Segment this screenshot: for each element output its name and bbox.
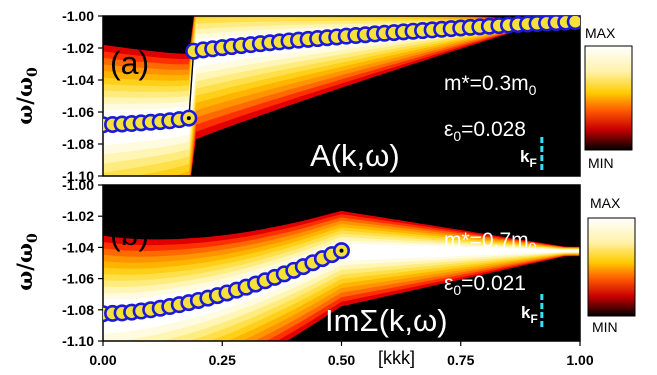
x-tick-label: 0.25 (209, 352, 236, 368)
panel-b-xlabel: [kkk] (378, 348, 415, 368)
x-tick-label: 0.00 (89, 352, 116, 368)
panel-b-x-ticks: 0.00 0.25 0.50 0.75 1.00 (89, 341, 594, 368)
data-point-center (339, 248, 344, 253)
panel-a-eps-sub: 0 (453, 128, 461, 144)
panel-a-mass-sub: 0 (529, 82, 537, 98)
panel-b-label: (b) (110, 216, 149, 252)
data-point-center (186, 116, 191, 121)
panel-a-colorbar-min: MIN (588, 155, 614, 171)
panel-a-eps-label: ε0=0.028 (444, 118, 526, 144)
panel-b: -1.00-1.02-1.04-1.06-1.08-1.10 0.00 0.25 0… (12, 177, 636, 368)
panel-a-mass-main: m*=0.3m (444, 72, 529, 95)
panel-b-kf-main: k (521, 303, 531, 322)
panel-b-title: ImΣ(k,ω) (325, 303, 448, 338)
panel-b-markers (103, 242, 350, 323)
y-tick-label: -1.00 (62, 177, 94, 193)
y-tick-label: -1.10 (62, 168, 94, 184)
panel-b-y-ticks: -1.00 -1.02 -1.04 -1.06 -1.08 -1.10 (62, 177, 103, 349)
heatmap-contour-10 (103, 243, 580, 334)
panel-b-eps-value: =0.021 (461, 272, 526, 295)
y-tick-label: -1.06 (62, 104, 94, 120)
x-tick-label: 0.50 (328, 352, 355, 368)
panel-a-eps-value: =0.028 (461, 118, 526, 141)
y-tick-label: -1.08 (62, 136, 94, 152)
y-tick-label: -1.00 (62, 8, 94, 24)
y-tick-label: -1.04 (62, 72, 94, 88)
panel-a-label: (a) (110, 45, 149, 81)
panel-b-eps-label: ε0=0.021 (444, 272, 526, 298)
heatmap-contour-9 (103, 240, 580, 341)
y-tick-label: -1.02 (62, 208, 94, 224)
y-tick-label: -1.08 (62, 302, 94, 318)
y-tick-label: -1.04 (62, 239, 94, 255)
panel-b-heatmap (103, 210, 580, 341)
x-tick-label: 1.00 (566, 352, 593, 368)
panel-b-eps-main: ε (444, 272, 453, 295)
panel-b-eps-sub: 0 (453, 282, 461, 298)
panel-a-frame (102, 15, 581, 177)
panel-a-kf-label: kF (520, 147, 537, 170)
panel-b-ylabel-main: ω/ω (12, 243, 37, 291)
panel-a: -1.00 -1.02 -1.04 -1.06 -1.08 -1.10 (a) m*=0.… (12, 8, 633, 184)
panel-a-mass-label: m*=0.3m0 (444, 72, 537, 98)
x-tick-label: 0.75 (447, 352, 474, 368)
panel-b-colorbar (587, 217, 636, 317)
data-point (566, 16, 580, 31)
panel-a-eps-main: ε (444, 118, 453, 141)
panel-b-mass-sub: 0 (529, 239, 537, 255)
panel-b-mass-main: m*=0.7m (444, 229, 529, 252)
y-tick-label: -1.10 (62, 333, 94, 349)
panel-a-kf-main: k (520, 147, 530, 166)
panel-b-ylabel: ω/ω0 (12, 233, 41, 291)
panel-b-colorbar-max: MAX (590, 195, 621, 211)
panel-a-kf-sub: F (529, 156, 536, 170)
panel-a-ylabel-main: ω/ω (12, 77, 37, 125)
panel-b-ylabel-sub: 0 (25, 233, 41, 243)
panel-a-ylabel: ω/ω0 (12, 67, 41, 125)
y-tick-label: -1.02 (62, 40, 94, 56)
panel-a-colorbar (584, 45, 633, 151)
panel-a-markers (103, 16, 580, 134)
panel-a-colorbar-max: MAX (585, 25, 616, 41)
y-tick-label: -1.06 (62, 271, 94, 287)
panel-a-ylabel-sub: 0 (25, 67, 41, 77)
panel-a-title: A(k,ω) (310, 138, 400, 173)
panel-b-colorbar-min: MIN (592, 319, 618, 335)
panel-a-y-ticks: -1.00 -1.02 -1.04 -1.06 -1.08 -1.10 (62, 8, 103, 184)
panel-b-kf-sub: F (530, 312, 537, 326)
panel-b-kf-label: kF (521, 303, 538, 326)
panel-b-mass-label: m*=0.7m0 (444, 229, 537, 255)
